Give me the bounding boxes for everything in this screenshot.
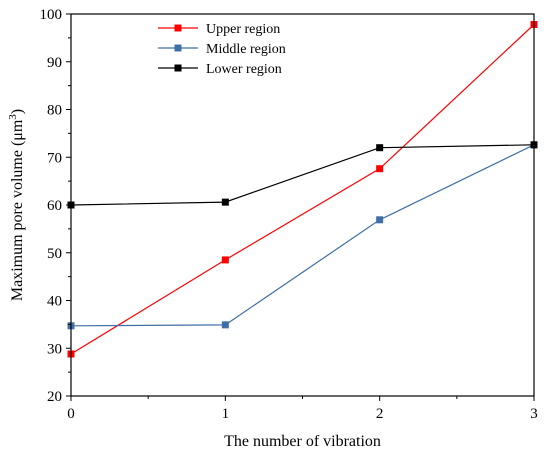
legend-marker-lower-region [174,64,182,72]
legend-marker-upper-region [174,24,182,32]
series-line-lower-region [70,144,535,206]
y-tick-label: 80 [47,103,62,119]
y-tick-label: 20 [47,389,62,405]
legend-label-lower-region: Lower region [206,62,282,77]
plot-frame [70,13,535,397]
x-tick-label: 0 [67,406,75,422]
y-tick-label: 70 [47,150,62,166]
y-axis-title-close: ) [9,109,26,114]
series-layer [67,21,538,358]
y-tick-label: 50 [47,246,62,262]
y-tick-label: 30 [47,341,62,357]
legend-label-middle-region: Middle region [206,42,286,57]
x-tick-label: 1 [222,406,230,422]
legend: Upper region Middle region Lower region [158,22,286,77]
ticks-layer: 20 30 40 50 60 70 80 90 100 0 1 2 3 [40,7,538,422]
x-axis-title: The number of vibration [224,433,381,450]
x-tick-label: 2 [376,406,384,422]
data-point-upper-region [376,165,384,173]
series-line-upper-region [70,24,535,355]
data-point-middle-region [376,216,384,224]
data-point-lower-region [221,198,229,206]
data-point-upper-region [221,256,229,264]
y-tick-label: 100 [40,7,63,23]
series-line-middle-region [70,144,535,327]
y-tick-label: 40 [47,294,62,310]
y-tick-label: 60 [47,198,62,214]
data-point-lower-region [376,144,384,152]
legend-marker-middle-region [174,44,182,52]
legend-label-upper-region: Upper region [206,22,280,37]
y-axis-title-superscript: 3 [7,114,19,120]
x-tick-label: 3 [530,406,538,422]
data-point-middle-region [221,321,229,329]
y-tick-label: 90 [47,55,62,71]
y-axis-title-main: Maximum pore volume (μm [9,119,26,301]
y-axis-title: Maximum pore volume (μm3) [7,109,26,301]
